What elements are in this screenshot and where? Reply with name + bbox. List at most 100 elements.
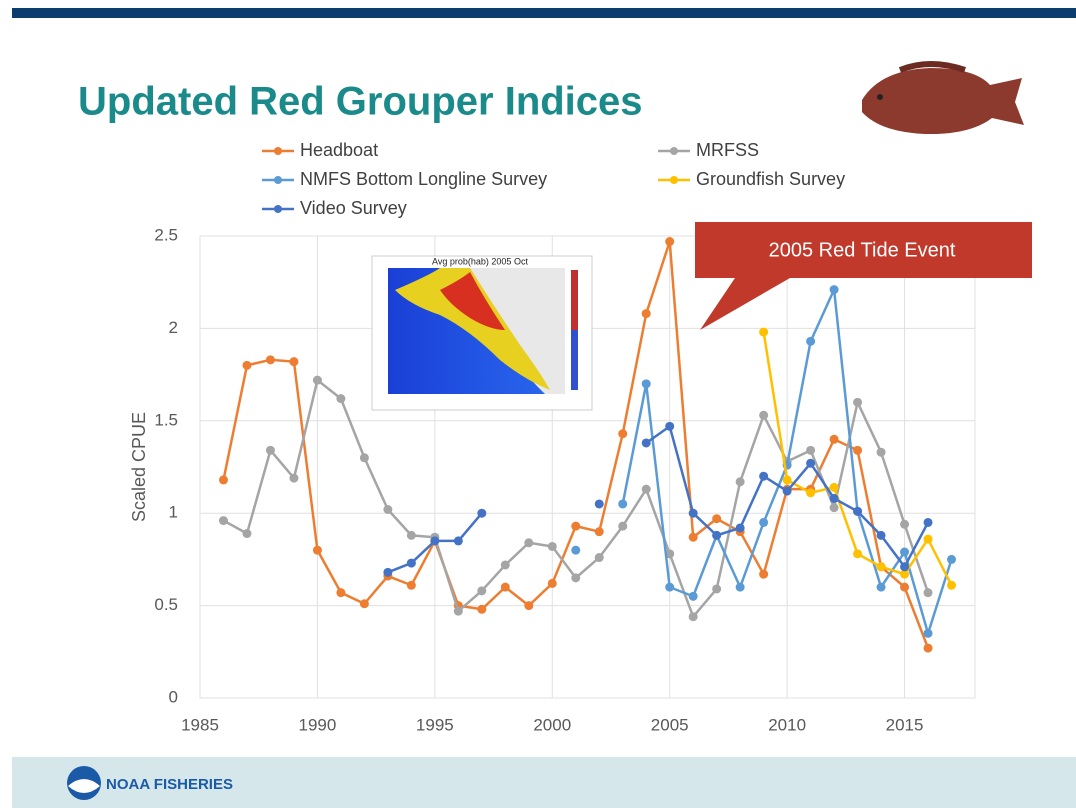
- data-point: [689, 509, 698, 518]
- data-point: [924, 644, 933, 653]
- data-point: [853, 446, 862, 455]
- data-point: [618, 429, 627, 438]
- data-point: [454, 607, 463, 616]
- data-point: [407, 531, 416, 540]
- data-point: [830, 494, 839, 503]
- legend-label: Video Survey: [300, 198, 407, 218]
- data-point: [900, 562, 909, 571]
- data-point: [360, 599, 369, 608]
- data-point: [595, 553, 604, 562]
- footer-logo-text: NOAA FISHERIES: [106, 776, 233, 793]
- top-bar: [12, 8, 1076, 18]
- data-point: [736, 583, 745, 592]
- data-point: [759, 411, 768, 420]
- data-point: [830, 503, 839, 512]
- data-point: [524, 538, 533, 547]
- data-point: [900, 548, 909, 557]
- data-point: [877, 531, 886, 540]
- x-tick-label: 1985: [181, 715, 219, 734]
- data-point: [571, 546, 580, 555]
- legend-marker: [274, 176, 282, 184]
- data-point: [712, 584, 721, 593]
- data-point: [242, 529, 251, 538]
- data-point: [830, 483, 839, 492]
- data-point: [313, 546, 322, 555]
- x-tick-label: 2015: [886, 715, 924, 734]
- inset-map: Avg prob(hab) 2005 Oct: [372, 256, 592, 410]
- legend-label: NMFS Bottom Longline Survey: [300, 169, 547, 189]
- data-point: [947, 555, 956, 564]
- data-point: [900, 583, 909, 592]
- data-point: [830, 435, 839, 444]
- data-point: [219, 516, 228, 525]
- x-tick-label: 2000: [533, 715, 571, 734]
- data-point: [806, 488, 815, 497]
- data-point: [571, 573, 580, 582]
- data-point: [336, 588, 345, 597]
- data-point: [289, 474, 298, 483]
- data-point: [642, 485, 651, 494]
- legend-marker: [274, 147, 282, 155]
- data-point: [618, 522, 627, 531]
- data-point: [477, 605, 486, 614]
- data-point: [830, 285, 839, 294]
- y-tick-label: 0.5: [154, 595, 178, 614]
- data-point: [665, 422, 674, 431]
- legend-marker: [274, 205, 282, 213]
- x-tick-label: 2005: [651, 715, 689, 734]
- legend-label: Groundfish Survey: [696, 169, 845, 189]
- data-point: [736, 523, 745, 532]
- x-tick-label: 2010: [768, 715, 806, 734]
- data-point: [759, 472, 768, 481]
- data-point: [501, 560, 510, 569]
- data-point: [313, 376, 322, 385]
- data-point: [595, 499, 604, 508]
- y-tick-label: 2.5: [154, 225, 178, 244]
- data-point: [759, 328, 768, 337]
- legend-marker: [670, 176, 678, 184]
- data-point: [595, 527, 604, 536]
- data-point: [548, 542, 557, 551]
- data-point: [219, 475, 228, 484]
- x-tick-label: 1995: [416, 715, 454, 734]
- data-point: [642, 379, 651, 388]
- data-point: [430, 536, 439, 545]
- data-point: [853, 507, 862, 516]
- data-point: [877, 562, 886, 571]
- data-point: [806, 337, 815, 346]
- data-point: [642, 309, 651, 318]
- data-point: [524, 601, 533, 610]
- data-point: [924, 629, 933, 638]
- y-tick-label: 1.5: [154, 410, 178, 429]
- data-point: [454, 536, 463, 545]
- data-point: [407, 581, 416, 590]
- data-point: [853, 398, 862, 407]
- data-point: [618, 499, 627, 508]
- y-tick-label: 0: [169, 687, 178, 706]
- legend-label: Headboat: [300, 140, 378, 160]
- data-point: [477, 509, 486, 518]
- data-point: [407, 559, 416, 568]
- legend-marker: [670, 147, 678, 155]
- data-point: [924, 535, 933, 544]
- x-tick-label: 1990: [299, 715, 337, 734]
- y-tick-label: 1: [169, 503, 178, 522]
- data-point: [360, 453, 369, 462]
- data-point: [712, 514, 721, 523]
- data-point: [266, 446, 275, 455]
- data-point: [689, 592, 698, 601]
- data-point: [642, 438, 651, 447]
- data-point: [877, 583, 886, 592]
- slide: Updated Red Grouper Indices Scaled CPUE …: [0, 0, 1076, 808]
- data-point: [665, 237, 674, 246]
- data-point: [900, 520, 909, 529]
- data-point: [266, 355, 275, 364]
- data-point: [548, 579, 557, 588]
- y-tick-label: 2: [169, 318, 178, 337]
- data-point: [924, 588, 933, 597]
- data-point: [689, 533, 698, 542]
- data-point: [759, 570, 768, 579]
- chart-title: Updated Red Grouper Indices: [78, 80, 643, 124]
- data-point: [383, 568, 392, 577]
- callout-text: 2005 Red Tide Event: [769, 239, 956, 261]
